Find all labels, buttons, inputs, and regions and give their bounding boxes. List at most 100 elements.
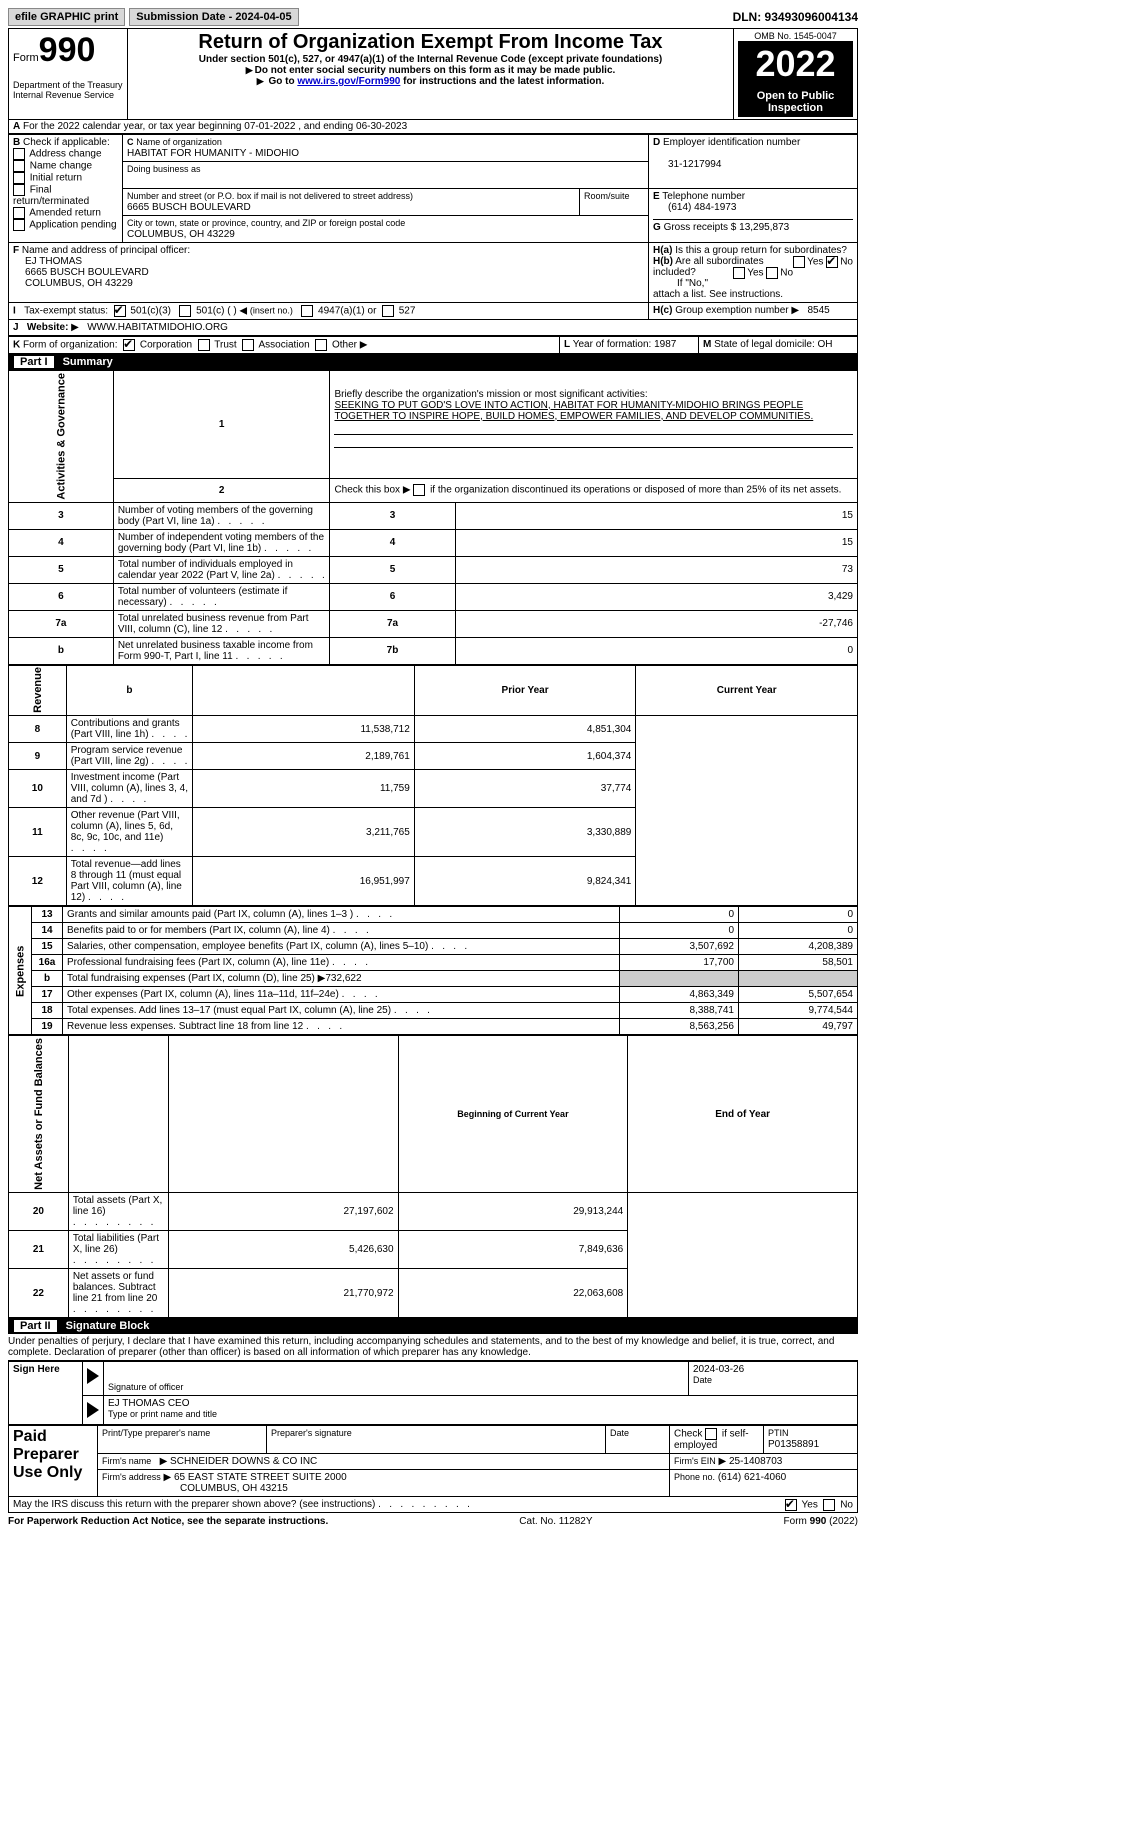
klm-row: K Form of organization: Corporation Trus… — [8, 336, 858, 354]
summary-row: 10Investment income (Part VIII, column (… — [9, 770, 858, 808]
l1-text: Briefly describe the organization's miss… — [334, 389, 647, 400]
efile-button[interactable]: efile GRAPHIC print — [8, 8, 125, 26]
l-no: No — [840, 257, 853, 268]
tax-year: 2022 — [738, 41, 853, 87]
chk-corp[interactable] — [123, 339, 135, 351]
chk-ha-no[interactable] — [826, 256, 838, 268]
l2-pre: Check this box ▶ — [334, 485, 410, 496]
city-value: COLUMBUS, OH 43229 — [127, 229, 235, 240]
chk-discuss-yes[interactable] — [785, 1499, 797, 1511]
footer: For Paperwork Reduction Act Notice, see … — [8, 1516, 858, 1527]
side-ag: Activities & Governance — [9, 371, 114, 503]
prep-side: Paid Preparer Use Only — [9, 1426, 98, 1497]
chk-name[interactable] — [13, 160, 25, 172]
summary-row: 14Benefits paid to or for members (Part … — [9, 923, 858, 939]
summary-row: 8Contributions and grants (Part VIII, li… — [9, 716, 858, 743]
gross-receipts: 13,295,873 — [739, 222, 789, 233]
form-label: Form — [13, 52, 39, 64]
l-label: Year of formation: — [573, 339, 652, 350]
summary-row: 17Other expenses (Part IX, column (A), l… — [9, 987, 858, 1003]
addr-value: 65 EAST STATE STREET SUITE 2000 — [174, 1472, 347, 1483]
form-title: Return of Organization Exempt From Incom… — [132, 31, 729, 54]
website-value: WWW.HABITATMIDOHIO.ORG — [87, 322, 228, 333]
chk-hb-yes[interactable] — [733, 267, 745, 279]
summary-table-4: Net Assets or Fund Balances Beginning of… — [8, 1035, 858, 1318]
l-trust: Trust — [214, 340, 236, 351]
subtitle-1: Under section 501(c), 527, or 4947(a)(1)… — [132, 54, 729, 65]
c-label: Name of organization — [136, 137, 222, 147]
k-label: Form of organization: — [23, 340, 118, 351]
chk-501c3[interactable] — [114, 305, 126, 317]
city-label: City or town, state or province, country… — [127, 218, 405, 228]
submission-button[interactable]: Submission Date - 2024-04-05 — [129, 8, 298, 26]
l-no3: No — [840, 1500, 853, 1511]
h-eoy: End of Year — [628, 1036, 858, 1193]
chk-selfemp[interactable] — [705, 1428, 717, 1440]
side-net: Net Assets or Fund Balances — [9, 1036, 69, 1193]
chk-discuss-no[interactable] — [823, 1499, 835, 1511]
ptin-value: P01358891 — [768, 1439, 819, 1450]
signature-block: Sign Here Signature of officer 2024-03-2… — [8, 1361, 858, 1425]
summary-row: 20Total assets (Part X, line 16) . . . .… — [9, 1193, 858, 1231]
ein-label: Firm's EIN — [674, 1456, 716, 1466]
l2-post: if the organization discontinued its ope… — [430, 485, 841, 496]
addr-label: Firm's address — [102, 1472, 161, 1482]
summary-row: 11Other revenue (Part VIII, column (A), … — [9, 808, 858, 857]
chk-discontinue[interactable] — [413, 484, 425, 496]
irs-link[interactable]: www.irs.gov/Form990 — [297, 76, 400, 87]
f-label: Name and address of principal officer: — [22, 245, 190, 256]
chk-527[interactable] — [382, 305, 394, 317]
chk-initial[interactable] — [13, 172, 25, 184]
ein-value2: 25-1408703 — [729, 1456, 782, 1467]
arrow-icon2 — [87, 1402, 99, 1418]
declaration: Under penalties of perjury, I declare th… — [8, 1334, 858, 1361]
footer-mid: Cat. No. 11282Y — [519, 1516, 592, 1527]
footer-right: Form 990 (2022) — [784, 1516, 858, 1527]
chk-hb-no[interactable] — [766, 267, 778, 279]
sig-name: EJ THOMAS CEO — [108, 1398, 190, 1409]
officer-addr1: 6665 BUSCH BOULEVARD — [13, 267, 149, 278]
irs-label: Internal Revenue Service — [13, 90, 123, 100]
chk-amended[interactable] — [13, 207, 25, 219]
omb-number: OMB No. 1545-0047 — [738, 31, 853, 41]
prep-h1: Print/Type preparer's name — [102, 1428, 210, 1438]
summary-table: Activities & Governance 1 Briefly descri… — [8, 370, 858, 665]
phone-label: Phone no. — [674, 1472, 715, 1482]
hc-value: 8545 — [807, 305, 829, 316]
summary-row: 6Total number of volunteers (estimate if… — [9, 583, 858, 610]
chk-assoc[interactable] — [242, 339, 254, 351]
chk-ha-yes[interactable] — [793, 256, 805, 268]
chk-final[interactable] — [13, 184, 25, 196]
year-formed: 1987 — [654, 339, 676, 350]
prep-h3: Date — [610, 1428, 629, 1438]
sub3-pre: Go to — [268, 76, 297, 87]
l-527: 527 — [399, 306, 416, 317]
summary-table-3: Expenses13Grants and similar amounts pai… — [8, 906, 858, 1035]
summary-row: 18Total expenses. Add lines 13–17 (must … — [9, 1003, 858, 1019]
dept-label: Department of the Treasury — [13, 80, 123, 90]
chk-address[interactable] — [13, 148, 25, 160]
summary-row: 16aProfessional fundraising fees (Part I… — [9, 955, 858, 971]
l-yes3: Yes — [802, 1500, 818, 1511]
prep-h5: PTIN — [768, 1428, 789, 1438]
arrow-icon — [87, 1368, 99, 1384]
h-prior: Prior Year — [414, 665, 636, 716]
hc-label: Group exemption number — [675, 305, 788, 316]
summary-row: 9Program service revenue (Part VIII, lin… — [9, 743, 858, 770]
subtitle-2: Do not enter social security numbers on … — [132, 65, 729, 76]
l-initial: Initial return — [30, 173, 82, 184]
chk-trust[interactable] — [198, 339, 210, 351]
state-domicile: OH — [818, 339, 833, 350]
sig-date-label: Date — [693, 1375, 712, 1385]
sub3-post: for instructions and the latest informat… — [400, 76, 604, 87]
chk-pending[interactable] — [13, 219, 25, 231]
chk-501c[interactable] — [179, 305, 191, 317]
dln-text: DLN: 93493096004134 — [733, 10, 858, 24]
l-no2: No — [780, 268, 793, 279]
chk-4947[interactable] — [301, 305, 313, 317]
l-pending: Application pending — [29, 220, 116, 231]
e-label: Telephone number — [662, 191, 745, 202]
line-a-text: For the 2022 calendar year, or tax year … — [23, 121, 407, 132]
chk-other[interactable] — [315, 339, 327, 351]
street-label: Number and street (or P.O. box if mail i… — [127, 191, 413, 201]
